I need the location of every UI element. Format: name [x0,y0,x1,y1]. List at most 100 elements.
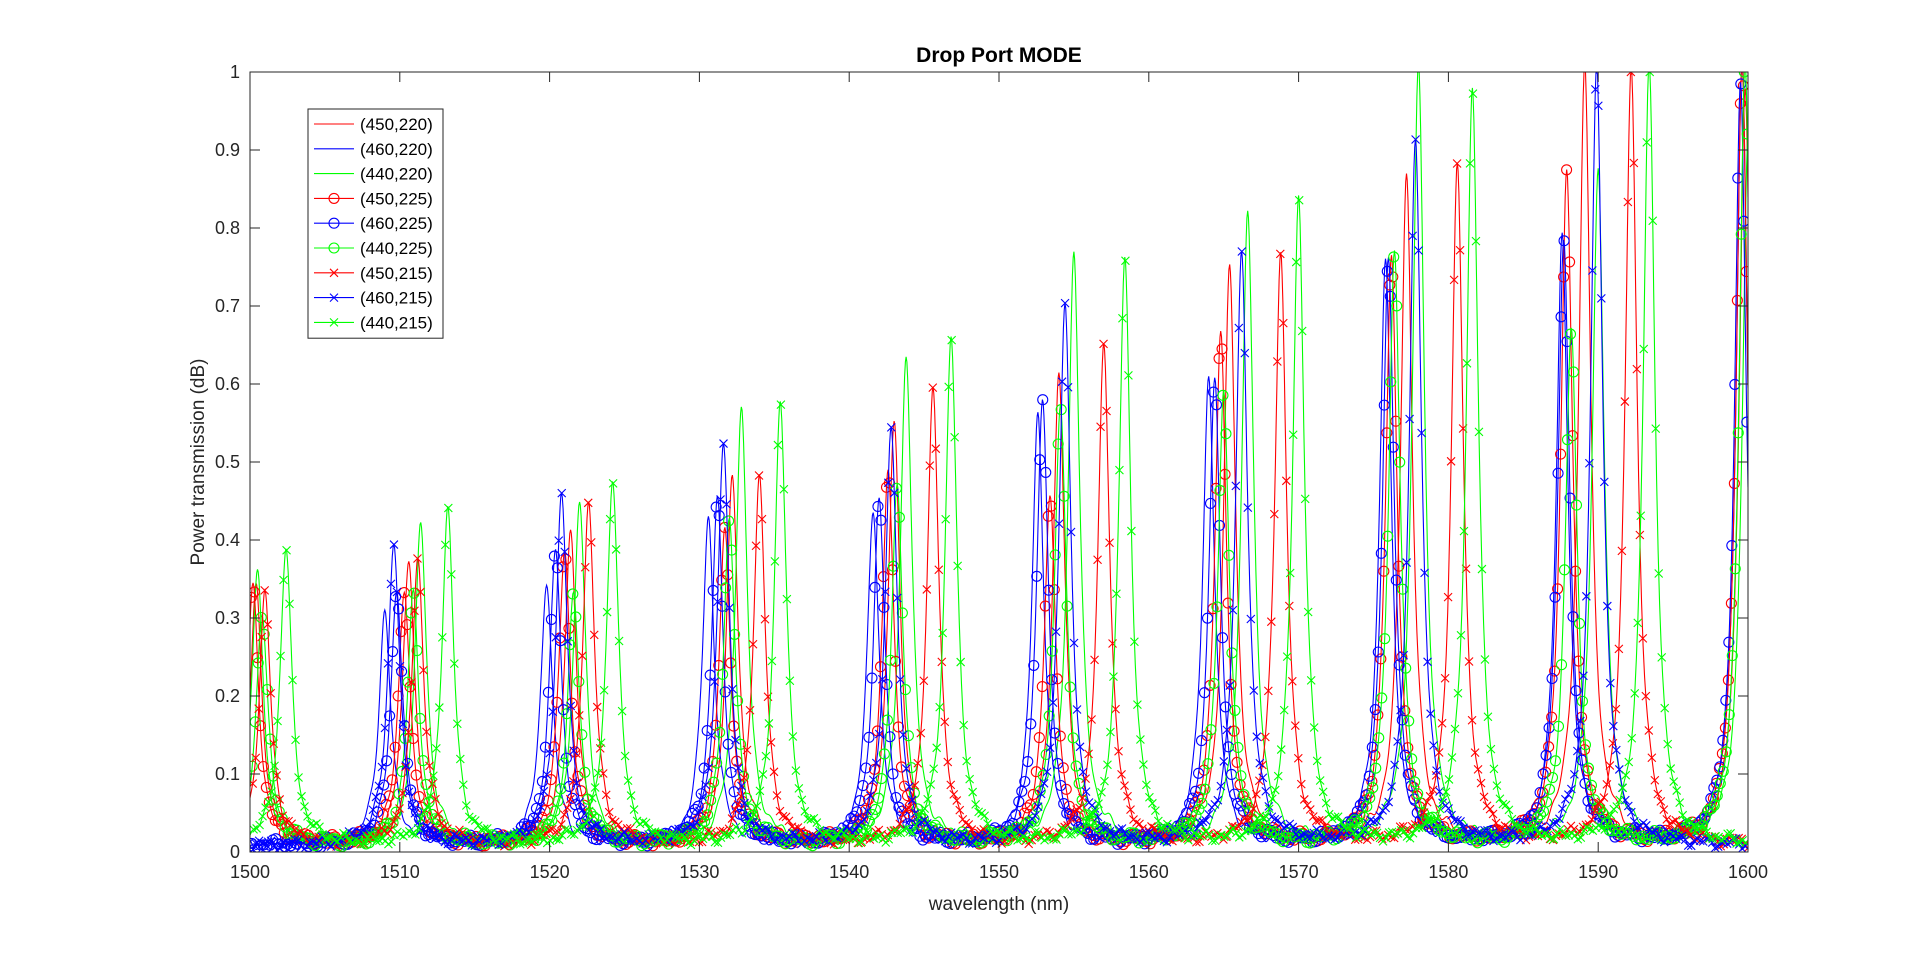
data-point [1066,814,1075,824]
data-point [713,597,722,607]
data-point [399,732,411,744]
data-point [365,817,375,827]
data-point [1016,785,1028,797]
legend-marker [329,268,339,278]
data-point [587,793,597,803]
data-point [586,537,596,547]
data-point [1437,718,1447,728]
data-point [929,764,939,774]
data-point [351,835,360,845]
data-point [904,800,917,812]
data-point [431,794,440,804]
data-point [527,819,537,829]
data-point [560,553,572,565]
data-point [1579,739,1592,751]
data-point [1372,816,1382,826]
data-point [1079,825,1088,835]
data-point [713,838,723,848]
data-point [1201,612,1214,624]
data-point [536,829,546,839]
data-point [1411,135,1420,144]
data-point [1630,834,1642,846]
data-point [437,632,447,642]
data-point [1402,558,1411,567]
data-point [1097,787,1106,797]
data-point [533,792,545,805]
data-point [1394,456,1406,468]
data-point [623,832,633,842]
data-point [1561,164,1573,176]
data-point [1233,822,1243,832]
data-point [812,832,821,841]
data-point [1228,725,1240,737]
data-point [1369,703,1381,716]
data-point [545,748,555,758]
x-tick-label: 1510 [380,862,420,882]
data-point [1085,810,1094,819]
data-point [893,828,903,838]
data-point [890,482,902,494]
data-point [608,478,618,488]
data-point [1423,814,1433,824]
data-point [548,833,558,843]
data-point [1396,651,1408,663]
legend-label: (440,215) [360,313,433,332]
data-point [266,836,276,846]
data-point [1046,645,1058,657]
data-point [1581,591,1591,601]
data-point [806,835,815,844]
data-point [1249,822,1259,831]
data-point [689,836,699,846]
data-point [1570,831,1580,840]
data-point [1045,743,1055,753]
data-point [1453,688,1463,698]
data-point [1439,825,1451,837]
data-point [1422,797,1432,807]
data-point [641,836,651,846]
data-point [1348,828,1358,838]
data-point [1069,638,1079,648]
data-point [1025,718,1037,730]
data-point [1636,830,1648,842]
data-point [1405,780,1417,792]
data-point [1139,838,1151,850]
data-point [1381,427,1393,439]
data-point [276,651,285,661]
data-point [1274,833,1286,845]
data-point [1444,804,1453,813]
data-point [574,711,584,720]
data-point [1486,744,1496,754]
data-point [420,778,432,790]
data-point [497,839,507,848]
data-point [967,838,977,848]
data-point [699,815,711,827]
data-point [1468,89,1478,98]
data-point [566,792,578,804]
data-point [258,839,270,851]
data-point [413,791,425,803]
data-point [1590,84,1600,94]
y-tick-label: 0.3 [215,608,240,628]
data-point [932,743,942,753]
data-point [548,741,560,753]
data-point [952,833,962,842]
data-point [374,781,384,791]
data-point [392,810,401,820]
data-point [1159,836,1169,846]
data-point [872,500,884,512]
data-point [1447,753,1457,762]
data-point [773,835,782,845]
data-point [850,825,860,835]
data-point [662,835,672,844]
data-point [1561,794,1570,804]
data-point [302,841,312,851]
data-point [1417,428,1426,438]
data-point [599,685,609,695]
data-point [1070,815,1082,827]
data-point [794,783,804,793]
data-point [904,803,914,813]
data-point [935,702,945,712]
data-point [781,812,791,822]
data-point [392,587,402,597]
data-point [1449,275,1459,285]
